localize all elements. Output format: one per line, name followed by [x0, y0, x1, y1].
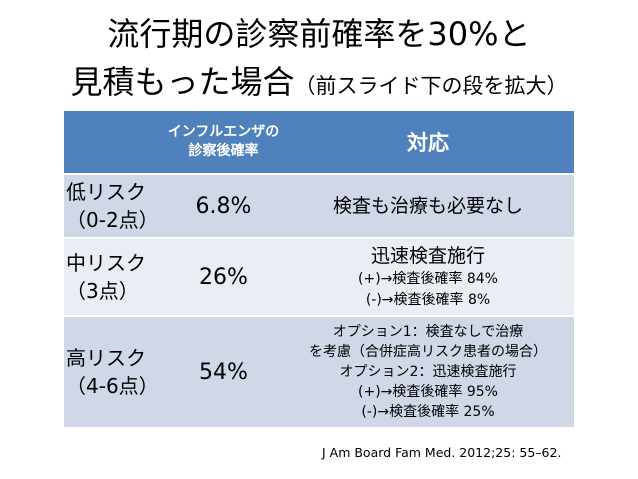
header-probability-line-2: 診察後確率 — [188, 143, 259, 159]
table-header-row: インフルエンザの 診察後確率 対応 — [64, 111, 574, 174]
response-high-line-2: を考慮（合併症高リスク患者の場合） — [309, 344, 547, 360]
risk-label-mid: 中リスク （3点） — [64, 238, 165, 316]
response-high-line-1: オプション1：検査なしで治療 — [332, 324, 524, 340]
table-row-mid-risk: 中リスク （3点） 26% 迅速検査施行 (+)→検査後確率 84% (-)→検… — [64, 238, 574, 316]
response-high-line-4: (+)→検査後確率 95% — [358, 384, 498, 400]
rate-high: 54% — [199, 359, 248, 385]
header-response: 対応 — [407, 131, 449, 155]
header-blank-cell — [64, 111, 165, 174]
response-mid-line-3: (-)→検査後確率 8% — [365, 292, 491, 308]
title-line-2-main: 見積もった場合 — [70, 63, 295, 101]
risk-label-low: 低リスク （0-2点） — [64, 174, 165, 238]
rate-mid: 26% — [199, 264, 248, 290]
response-high-line-3: オプション2：迅速検査施行 — [339, 364, 517, 380]
risk-label-high: 高リスク （4-6点） — [64, 316, 165, 427]
risk-mid-score: （3点） — [66, 279, 139, 303]
risk-low-name: 低リスク — [66, 180, 146, 204]
response-high: オプション1：検査なしで治療 を考慮（合併症高リスク患者の場合） オプション2：… — [282, 316, 574, 427]
title-line-2: 見積もった場合（前スライド下の段を拡大） — [0, 58, 638, 110]
response-mid: 迅速検査施行 (+)→検査後確率 84% (-)→検査後確率 8% — [282, 238, 574, 316]
risk-low-score: （0-2点） — [66, 208, 159, 232]
header-probability: インフルエンザの 診察後確率 — [165, 111, 282, 174]
slide-title: 流行期の診察前確率を30%と 見積もった場合（前スライド下の段を拡大） — [0, 10, 638, 110]
header-probability-line-1: インフルエンザの — [167, 124, 280, 140]
risk-mid-name: 中リスク — [66, 251, 146, 275]
risk-high-score: （4-6点） — [66, 374, 159, 398]
response-high-line-5: (-)→検査後確率 25% — [361, 404, 495, 420]
response-low: 検査も治療も必要なし — [282, 174, 574, 238]
response-mid-line-1: 迅速検査施行 — [370, 245, 485, 267]
risk-high-name: 高リスク — [66, 346, 146, 370]
response-mid-line-2: (+)→検査後確率 84% — [358, 271, 498, 287]
title-line-2-note: （前スライド下の段を拡大） — [294, 74, 568, 98]
title-line-1: 流行期の診察前確率を30%と — [107, 15, 531, 53]
table-row-low-risk: 低リスク （0-2点） 6.8% 検査も治療も必要なし — [64, 174, 574, 238]
response-low-text: 検査も治療も必要なし — [332, 195, 523, 217]
risk-table: インフルエンザの 診察後確率 対応 低リスク （0-2点） 6.8% 検査も治療… — [64, 111, 574, 427]
table-row-high-risk: 高リスク （4-6点） 54% オプション1：検査なしで治療 を考慮（合併症高リ… — [64, 316, 574, 427]
rate-low: 6.8% — [195, 193, 252, 219]
citation: J Am Board Fam Med. 2012;25: 55–62. — [322, 445, 562, 460]
